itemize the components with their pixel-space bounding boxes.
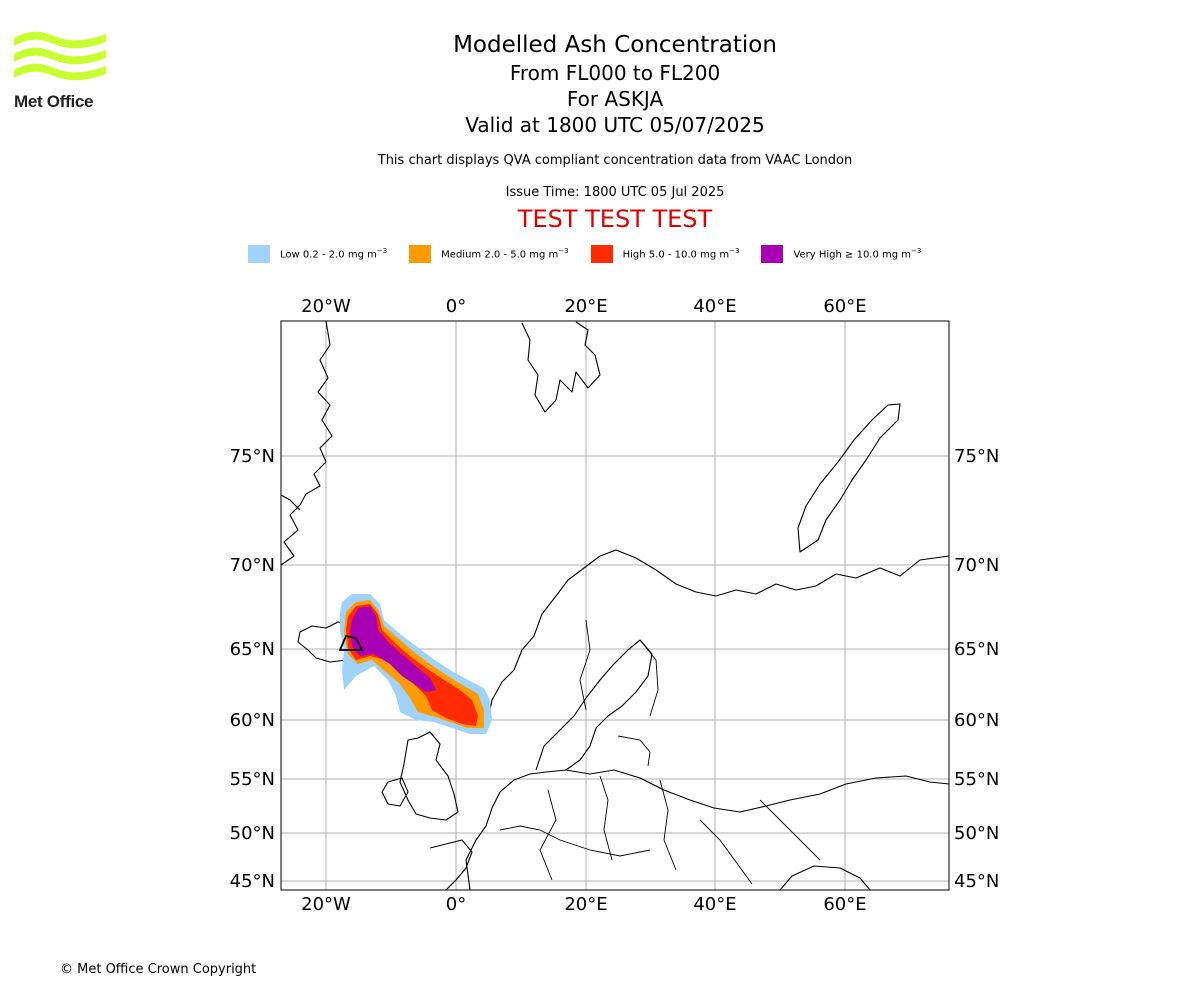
- coast-france: [429, 839, 473, 891]
- coastlines: [280, 320, 950, 891]
- flight-levels: From FL000 to FL200: [509, 61, 721, 85]
- coast-ireland: [381, 777, 409, 807]
- lat-tick-right-65n: 65°N: [954, 639, 999, 660]
- legend-item-low: Low 0.2 - 2.0 mg m−3: [248, 245, 387, 263]
- met-office-logo: Met Office: [14, 30, 106, 112]
- valid-time: Valid at 1800 UTC 05/07/2025: [465, 113, 765, 137]
- coast-scandinavia: [487, 549, 950, 721]
- coast-europe: [465, 769, 950, 891]
- test-banner: TEST TEST TEST: [517, 205, 713, 233]
- legend-label-high: High 5.0 - 10.0 mg m−3: [622, 247, 740, 261]
- lat-tick-right-55n: 55°N: [954, 769, 999, 790]
- border-central-europe: [499, 825, 651, 857]
- map-frame: [280, 320, 950, 891]
- lat-tick-left-50n: 50°N: [230, 823, 275, 844]
- legend-label-medium: Medium 2.0 - 5.0 mg m−3: [441, 247, 569, 261]
- coast-svalbard: [521, 321, 601, 413]
- legend: Low 0.2 - 2.0 mg m−3 Medium 2.0 - 5.0 mg…: [248, 244, 943, 264]
- border-russia-kazakhstan: [759, 799, 821, 861]
- lat-tick-left-70n: 70°N: [230, 555, 275, 576]
- lon-tick-bottom-0: 0°: [446, 894, 466, 915]
- legend-swatch-very-high: [761, 245, 784, 263]
- lon-tick-top-60e: 60°E: [823, 296, 866, 317]
- lat-tick-left-45n: 45°N: [230, 871, 275, 892]
- lon-tick-bottom-60e: 60°E: [823, 894, 866, 915]
- lon-tick-top-0: 0°: [446, 296, 466, 317]
- lat-ticks-right: 75°N 70°N 65°N 60°N 55°N 50°N 45°N: [954, 446, 999, 892]
- volcano-name: For ASKJA: [566, 87, 664, 111]
- lon-ticks-top: 20°W 0° 20°E 40°E 60°E: [301, 296, 866, 317]
- lon-ticks-bottom: 20°W 0° 20°E 40°E 60°E: [301, 894, 866, 915]
- coast-greenland: [280, 320, 333, 566]
- map-gridlines: [281, 321, 949, 890]
- legend-swatch-high: [590, 245, 613, 263]
- met-office-wordmark: Met Office: [14, 92, 94, 111]
- border-baltics: [617, 735, 651, 767]
- ash-very-high: [350, 606, 436, 692]
- lat-tick-left-65n: 65°N: [230, 639, 275, 660]
- coast-novaya-zemlya: [797, 403, 901, 553]
- legend-item-high: High 5.0 - 10.0 mg m−3: [590, 245, 740, 263]
- legend-label-very-high: Very High ≥ 10.0 mg m−3: [793, 247, 922, 261]
- volcano-marker-icon: [338, 634, 364, 651]
- lat-tick-left-60n: 60°N: [230, 710, 275, 731]
- border-norway-sweden: [579, 619, 591, 711]
- lon-tick-top-20e: 20°E: [564, 296, 607, 317]
- legend-item-very-high: Very High ≥ 10.0 mg m−3: [761, 245, 921, 263]
- lon-tick-bottom-20w: 20°W: [301, 894, 351, 915]
- lat-tick-right-75n: 75°N: [954, 446, 999, 467]
- lat-tick-right-45n: 45°N: [954, 871, 999, 892]
- border-russia-ukraine: [699, 819, 753, 885]
- chart-title: Modelled Ash Concentration: [453, 32, 777, 58]
- lon-tick-top-20w: 20°W: [301, 296, 351, 317]
- country-borders: [499, 619, 821, 885]
- legend-swatch-medium: [409, 245, 432, 263]
- title-block: Modelled Ash Concentration From FL000 to…: [250, 30, 980, 234]
- chart-description: This chart displays QVA compliant concen…: [377, 153, 853, 168]
- lon-tick-top-40e: 40°E: [693, 296, 736, 317]
- lat-tick-right-70n: 70°N: [954, 555, 999, 576]
- border-ukraine-west: [659, 779, 677, 871]
- lat-tick-left-75n: 75°N: [230, 446, 275, 467]
- copyright-notice: © Met Office Crown Copyright: [60, 962, 257, 977]
- legend-label-low: Low 0.2 - 2.0 mg m−3: [280, 247, 388, 261]
- lat-tick-right-50n: 50°N: [954, 823, 999, 844]
- lat-tick-right-60n: 60°N: [954, 710, 999, 731]
- lat-ticks-left: 75°N 70°N 65°N 60°N 55°N 50°N 45°N: [230, 446, 275, 892]
- coast-black-sea: [779, 865, 871, 891]
- issue-time: Issue Time: 1800 UTC 05 Jul 2025: [505, 185, 725, 200]
- legend-item-medium: Medium 2.0 - 5.0 mg m−3: [409, 245, 569, 263]
- met-office-waves-icon: [14, 31, 106, 81]
- legend-swatch-low: [248, 245, 270, 263]
- border-poland: [599, 775, 613, 861]
- coast-britain: [399, 731, 459, 821]
- lon-tick-bottom-40e: 40°E: [693, 894, 736, 915]
- ash-cloud: [340, 594, 492, 734]
- lat-tick-left-55n: 55°N: [230, 769, 275, 790]
- coast-baltic: [535, 639, 653, 771]
- border-finland-russia: [639, 639, 659, 717]
- lon-tick-bottom-20e: 20°E: [564, 894, 607, 915]
- border-germany: [539, 789, 557, 881]
